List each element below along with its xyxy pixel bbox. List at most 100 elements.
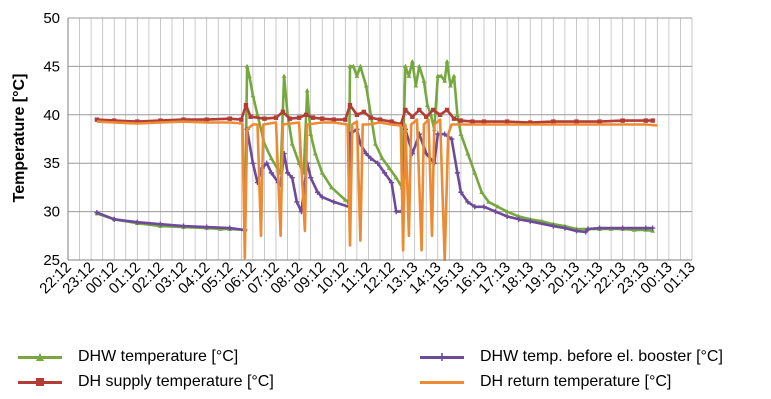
data-point <box>347 63 353 69</box>
y-tick-label: 50 <box>43 10 60 27</box>
data-point <box>158 118 163 123</box>
data-point <box>528 120 533 125</box>
data-point <box>458 131 464 136</box>
data-point <box>372 141 378 146</box>
data-point <box>403 63 408 69</box>
data-point <box>413 83 419 88</box>
line-chart: 25303540455022:1223:1200:1201:1202:1203:… <box>11 10 699 297</box>
data-point <box>289 175 295 181</box>
series-layer <box>94 58 658 262</box>
data-point <box>421 78 427 83</box>
data-point <box>354 73 360 78</box>
series-line <box>96 60 653 233</box>
data-point <box>417 107 422 113</box>
legend-label: DHW temp. before el. booster [°C] <box>480 348 723 365</box>
data-point <box>264 160 270 166</box>
data-point <box>351 63 356 69</box>
data-point <box>368 115 373 120</box>
data-point <box>442 78 448 83</box>
data-point <box>262 116 267 121</box>
legend-swatch <box>420 374 464 390</box>
data-point <box>361 109 367 115</box>
legend-label: DH supply temperature [°C] <box>78 373 274 390</box>
data-point <box>596 225 603 231</box>
legend-item: DH supply temperature [°C] <box>18 373 274 391</box>
data-point <box>268 170 274 176</box>
data-point <box>303 112 309 117</box>
data-point <box>465 150 471 156</box>
data-point <box>504 213 510 220</box>
data-point <box>481 204 487 210</box>
data-point <box>181 117 186 122</box>
data-point <box>268 155 274 161</box>
data-point <box>347 102 353 108</box>
axes: 25303540455022:1223:1200:1201:1202:1203:… <box>36 10 699 297</box>
data-point <box>342 197 348 202</box>
data-point <box>296 115 302 120</box>
y-tick-label: 25 <box>43 252 60 269</box>
data-point <box>304 88 310 93</box>
data-point <box>451 116 457 121</box>
data-point <box>573 228 580 234</box>
data-point <box>516 216 522 222</box>
y-tick-label: 35 <box>43 155 60 172</box>
series-line <box>96 103 653 126</box>
data-point <box>363 150 369 157</box>
data-point <box>284 170 291 176</box>
data-point <box>470 119 475 124</box>
data-point <box>135 119 140 124</box>
legend-swatch <box>420 349 464 365</box>
data-point <box>393 209 399 215</box>
data-point <box>388 179 395 186</box>
data-point <box>94 117 100 122</box>
data-point <box>134 219 140 225</box>
data-point <box>111 216 117 222</box>
data-point <box>495 204 501 209</box>
data-point <box>308 175 314 181</box>
data-point <box>239 117 244 122</box>
data-point <box>377 117 383 122</box>
data-point <box>458 189 464 195</box>
data-point <box>481 119 487 124</box>
data-point <box>289 141 295 146</box>
data-point <box>112 118 117 123</box>
series-3 <box>96 118 658 262</box>
data-point <box>444 58 450 64</box>
y-tick-label: 30 <box>43 204 60 221</box>
data-point <box>527 218 533 224</box>
data-point <box>343 117 348 122</box>
y-tick-label: 40 <box>43 107 60 124</box>
data-point <box>294 199 300 205</box>
data-point <box>157 221 164 227</box>
legend-swatch <box>18 374 62 390</box>
data-point <box>379 155 385 161</box>
data-point <box>551 119 556 124</box>
data-point <box>243 102 249 108</box>
data-point <box>273 115 279 120</box>
data-point <box>455 112 460 117</box>
legend-item: DHW temp. before el. booster [°C] <box>420 348 723 366</box>
data-point <box>227 225 233 231</box>
data-point <box>479 189 485 195</box>
data-point <box>406 73 412 78</box>
data-point <box>308 131 314 136</box>
data-point <box>449 136 455 142</box>
data-point <box>204 117 209 122</box>
data-point <box>375 160 381 166</box>
data-point <box>504 119 510 124</box>
data-point <box>472 204 478 210</box>
data-point <box>492 209 499 215</box>
data-point <box>255 112 260 117</box>
data-point <box>516 213 522 219</box>
data-point <box>310 115 316 120</box>
data-point <box>180 223 187 229</box>
data-point <box>386 165 392 170</box>
data-point <box>416 63 422 69</box>
data-point <box>315 189 321 195</box>
data-point <box>428 112 434 117</box>
data-point <box>583 229 589 235</box>
data-point <box>430 107 436 113</box>
data-point <box>465 199 471 205</box>
data-point <box>424 102 430 107</box>
data-point <box>331 117 336 122</box>
